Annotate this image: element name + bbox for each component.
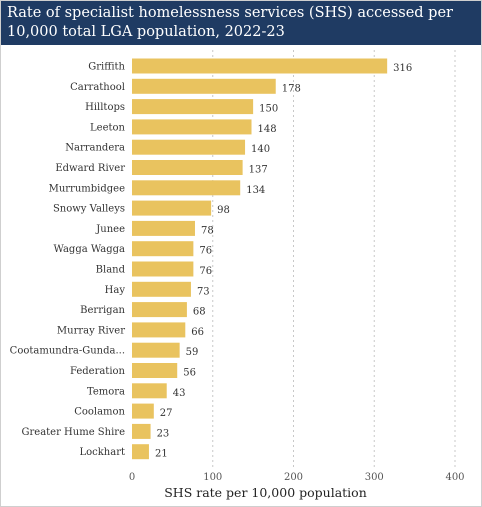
value-label: 56 <box>183 368 196 379</box>
category-label: Hay <box>105 285 126 296</box>
bar <box>132 322 186 338</box>
x-tick-label: 400 <box>445 472 464 483</box>
value-label: 178 <box>282 83 301 94</box>
value-label: 73 <box>197 286 210 297</box>
category-label: Narrandera <box>65 143 125 154</box>
category-label: Temora <box>87 386 125 397</box>
value-label: 68 <box>193 307 206 318</box>
category-label: Cootamundra-Gunda... <box>10 346 125 357</box>
bar <box>132 200 212 216</box>
x-axis-title: SHS rate per 10,000 population <box>164 485 367 500</box>
bar <box>132 423 151 439</box>
bar <box>132 302 187 318</box>
category-label: Carrathool <box>70 82 125 93</box>
value-label: 27 <box>160 408 173 419</box>
value-label: 316 <box>393 63 412 74</box>
bar <box>132 403 154 419</box>
value-label: 43 <box>173 388 186 399</box>
bars <box>132 58 388 460</box>
category-label: Murrumbidgee <box>49 183 125 194</box>
bar <box>132 180 241 196</box>
bar <box>132 261 194 277</box>
value-label: 21 <box>155 449 168 460</box>
bar <box>132 139 246 155</box>
category-labels: Griffith Carrathool Hilltops Leeton Narrande… <box>10 62 126 459</box>
bar <box>132 444 149 460</box>
category-label: Griffith <box>88 62 125 73</box>
category-label: Lockhart <box>79 447 125 458</box>
value-label: 150 <box>259 104 278 115</box>
bar <box>132 241 194 257</box>
x-tick-label: 200 <box>284 472 303 483</box>
bar <box>132 78 276 94</box>
bar <box>132 220 195 236</box>
bar <box>132 342 180 358</box>
bar <box>132 160 243 175</box>
category-label: Snowy Valleys <box>53 204 125 215</box>
x-tick-label: 0 <box>129 472 135 483</box>
x-tick-labels: 0 100 200 300 400 <box>129 472 465 483</box>
category-label: Murray River <box>57 325 125 336</box>
category-label: Junee <box>95 224 125 235</box>
value-label: 148 <box>258 124 277 135</box>
value-label: 76 <box>199 246 212 257</box>
category-label: Bland <box>96 265 126 276</box>
bar <box>132 58 388 74</box>
category-label: Federation <box>70 366 126 377</box>
value-label: 98 <box>217 205 230 216</box>
value-label: 59 <box>186 347 199 358</box>
bar <box>132 363 178 378</box>
category-label: Hilltops <box>85 102 125 113</box>
value-label: 23 <box>157 428 170 439</box>
bar <box>132 281 191 297</box>
bar <box>132 119 252 135</box>
value-label: 137 <box>249 165 268 176</box>
value-label: 76 <box>199 266 212 277</box>
value-label: 134 <box>246 185 265 196</box>
value-label: 66 <box>191 327 204 338</box>
category-label: Coolamon <box>74 407 125 418</box>
value-label: 140 <box>251 144 270 155</box>
x-tick-label: 300 <box>365 472 384 483</box>
category-label: Berrigan <box>80 305 125 316</box>
category-label: Leeton <box>90 122 126 133</box>
bar <box>132 383 167 399</box>
bar <box>132 99 254 115</box>
x-tick-label: 100 <box>203 472 222 483</box>
chart-title: Rate of specialist homelessness services… <box>1 1 481 45</box>
category-label: Greater Hume Shire <box>22 427 126 438</box>
category-label: Edward River <box>55 163 125 174</box>
value-label: 78 <box>201 225 214 236</box>
category-label: Wagga Wagga <box>54 244 125 255</box>
